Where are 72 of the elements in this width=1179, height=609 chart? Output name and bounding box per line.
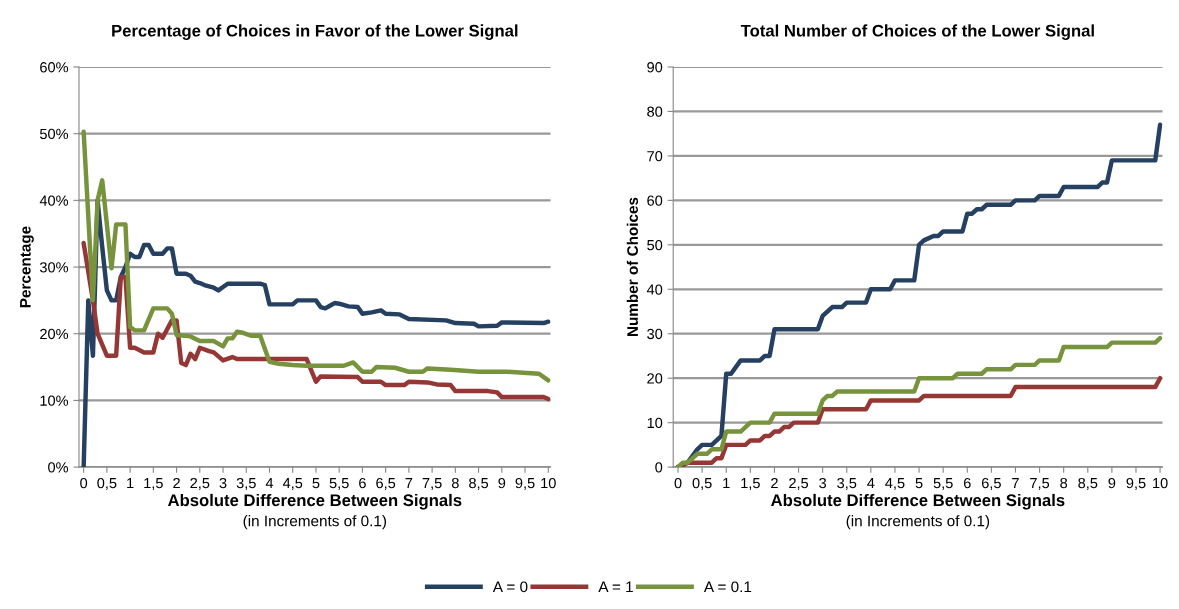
chart-title: Percentage of Choices in Favor of the Lower Signal [112, 24, 518, 40]
x-tick-label: 3 [819, 477, 827, 489]
y-tick-label: 0% [48, 462, 69, 473]
x-tick-label: 2 [771, 477, 778, 489]
x-tick-label: 0 [80, 477, 88, 489]
x-tick-label: 2,5 [789, 477, 809, 490]
text: (in Increments of 0.1) [243, 515, 387, 530]
y-tick-label: 90 [647, 62, 663, 73]
chart-title: Total Number of Choices of the Lower Signal [740, 24, 1094, 40]
x-tick-label: 4,5 [885, 478, 905, 490]
y-tick-label: 60% [40, 62, 69, 73]
x-tick-label: 7,5 [1030, 478, 1050, 490]
y-tick-label: 10 [647, 417, 663, 429]
legend-label: A = 0.1 [703, 581, 752, 593]
x-tick-label: 5,5 [329, 478, 349, 490]
y-axis-title: Percentage [20, 226, 34, 308]
text: (in Increments of 0.1) [846, 515, 990, 530]
y-axis-title: Number of Choices [626, 197, 638, 337]
x-tick-label: 1,5 [741, 478, 760, 490]
y-tick-label: 60 [647, 195, 663, 206]
x-tick-label: 4 [867, 478, 875, 489]
x-axis-title: Absolute Difference Between Signals [167, 493, 462, 510]
x-tick-label: 5 [312, 478, 320, 489]
x-tick-label: 5 [915, 478, 923, 489]
x-tick-label: 8 [451, 477, 459, 489]
x-tick-label: 5,5 [933, 478, 953, 490]
x-tick-label: 0,5 [97, 477, 117, 490]
y-tick-label: 80 [647, 106, 663, 117]
y-tick-label: 20 [647, 373, 663, 384]
legend-label: A = 1 [598, 581, 633, 593]
x-tick-label: 8,5 [469, 477, 489, 490]
y-tick-label: 20% [40, 328, 69, 340]
legend-label: A = 0 [492, 581, 528, 593]
y-tick-label: 30% [39, 262, 69, 273]
x-tick-label: 10 [1153, 477, 1168, 489]
x-tick-label: 0,5 [692, 477, 712, 490]
x-tick-label: 8,5 [1078, 477, 1098, 490]
x-tick-label: 9,5 [515, 477, 535, 490]
x-tick-label: 6,5 [981, 477, 1001, 490]
x-tick-label: 6 [359, 477, 366, 489]
x-tick-label: 9 [1108, 477, 1116, 489]
x-tick-label: 8 [1060, 477, 1068, 489]
x-tick-label: 3 [219, 477, 227, 489]
y-tick-label: 40% [39, 195, 69, 206]
x-tick-label: 1 [127, 478, 134, 489]
y-tick-label: 50 [647, 239, 663, 251]
y-tick-label: 30 [647, 328, 663, 340]
x-tick-label: 7,5 [422, 478, 442, 490]
x-tick-label: 10 [541, 477, 556, 489]
x-tick-label: 9 [498, 477, 506, 489]
line-series [81, 129, 551, 383]
y-tick-label: 0 [655, 462, 663, 473]
line-series [81, 240, 551, 402]
x-tick-label: 3,5 [236, 477, 256, 490]
x-tick-label: 2 [173, 477, 180, 489]
x-tick-label: 1 [723, 478, 730, 489]
x-tick-label: 4,5 [282, 478, 303, 490]
x-axis-title: Absolute Difference Between Signals [771, 493, 1065, 510]
x-tick-label: 6,5 [376, 477, 396, 490]
x-tick-label: 6 [963, 477, 971, 489]
x-tick-label: 4 [265, 478, 274, 489]
x-tick-label: 1,5 [144, 478, 163, 490]
x-tick-label: 3,5 [837, 477, 857, 490]
y-tick-label: 40 [646, 284, 663, 295]
x-tick-label: 2,5 [190, 477, 210, 490]
y-tick-label: 50% [39, 128, 69, 140]
x-tick-label: 7 [1012, 478, 1019, 489]
x-tick-label: 0 [674, 477, 682, 489]
x-tick-label: 9,5 [1126, 477, 1146, 490]
y-tick-label: 10% [40, 395, 69, 406]
x-tick-label: 7 [405, 478, 413, 489]
y-tick-label: 70 [647, 151, 663, 162]
